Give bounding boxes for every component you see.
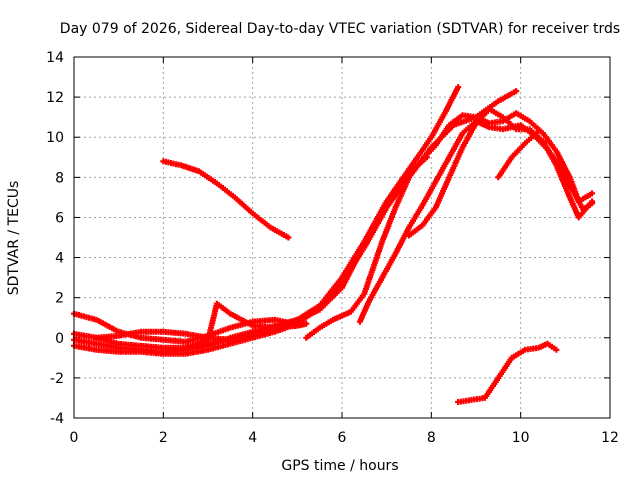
- y-axis-label: SDTVAR / TECUs: [6, 181, 22, 296]
- y-tick-label: 6: [55, 210, 64, 226]
- series-arc-12: [495, 128, 542, 181]
- x-tick-label: 2: [159, 430, 168, 446]
- x-tick-label: 12: [601, 430, 619, 446]
- y-tick-label: 2: [55, 291, 64, 307]
- series-arc-10: [406, 106, 596, 239]
- y-tick-label: 12: [46, 90, 64, 106]
- series-layer: [71, 84, 596, 405]
- y-tick-label: 10: [46, 130, 64, 146]
- y-tick-label: 0: [55, 331, 64, 347]
- grid-layer: [74, 57, 610, 418]
- plot-frame: [73, 56, 611, 419]
- y-tick-label: 8: [55, 170, 64, 186]
- x-tick-label: 8: [427, 430, 436, 446]
- x-axis-label: GPS time / hours: [281, 458, 398, 474]
- y-tick-label: -2: [50, 371, 64, 387]
- series-arc-1: [160, 158, 292, 241]
- chart-title: Day 079 of 2026, Sidereal Day-to-day VTE…: [60, 21, 620, 37]
- x-tick-label: 0: [70, 430, 79, 446]
- x-tick-label: 6: [338, 430, 347, 446]
- y-tick-label: -4: [50, 411, 64, 427]
- tick-layer: 0 2 4 6 8 10 12 -4 -2 0 2 4 6 8 10 12 14: [46, 50, 619, 446]
- x-tick-label: 10: [512, 430, 530, 446]
- x-tick-label: 4: [248, 430, 257, 446]
- y-tick-label: 14: [46, 50, 64, 66]
- y-tick-label: 4: [55, 251, 64, 267]
- series-arc-7: [182, 300, 310, 351]
- series-arc-8: [303, 110, 596, 341]
- series-arc-11: [455, 340, 560, 405]
